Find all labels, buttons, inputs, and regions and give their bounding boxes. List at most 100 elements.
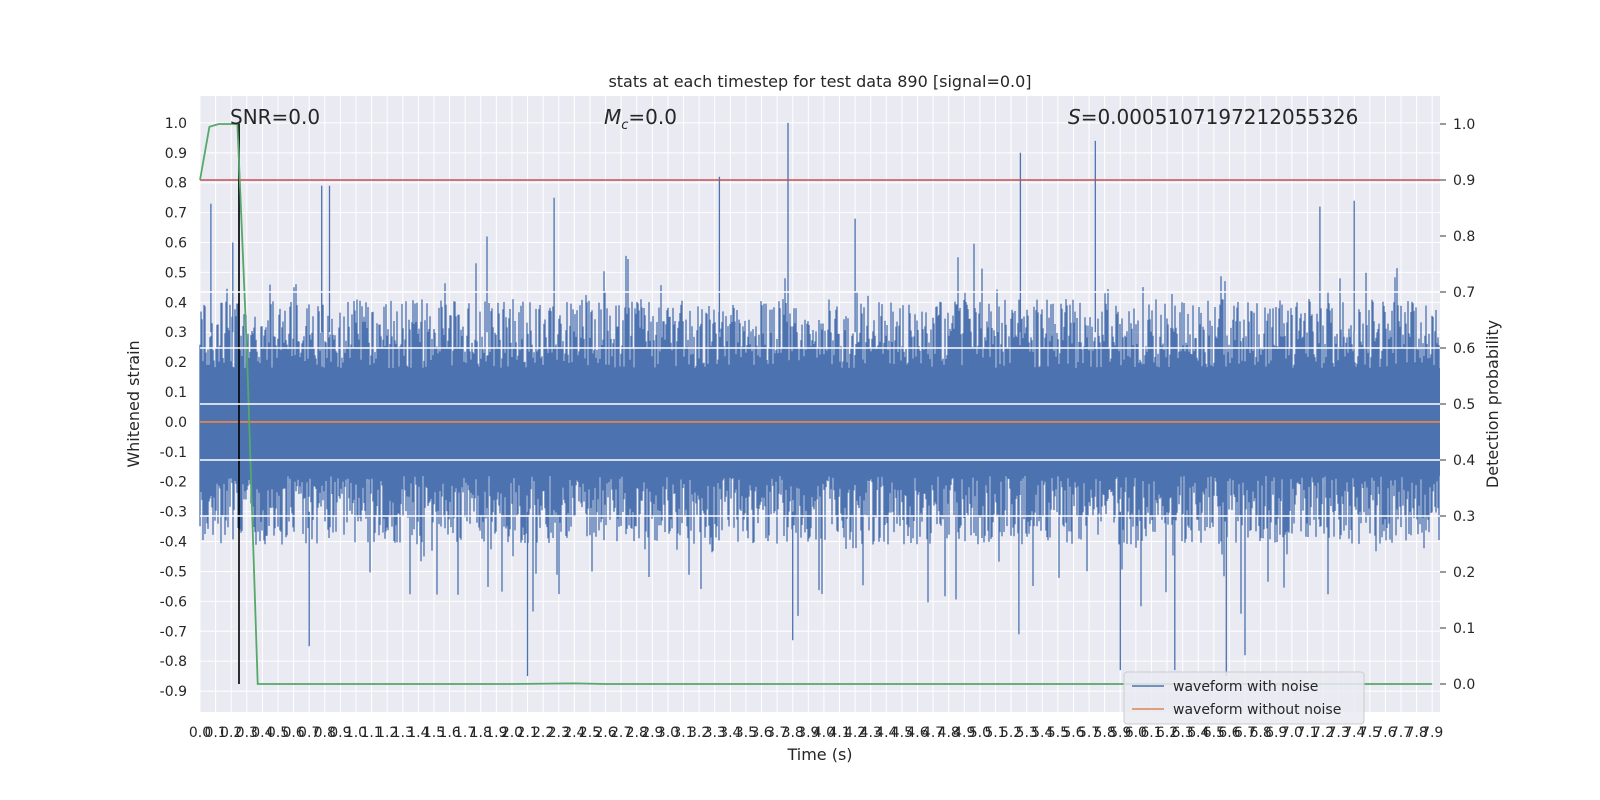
left-y-tick-label: 0.2 <box>165 355 187 371</box>
x-tick-label: 3.7 <box>766 725 788 741</box>
x-tick-label: 6.7 <box>1234 725 1256 741</box>
x-tick-label: 7.7 <box>1390 725 1412 741</box>
x-tick-label: 2.4 <box>563 725 585 741</box>
x-tick-label: 6.9 <box>1265 725 1287 741</box>
x-tick-label: 3.5 <box>735 725 757 741</box>
legend: waveform with noise waveform without noi… <box>1123 671 1365 725</box>
right-y-tick-label: 0.6 <box>1453 341 1475 357</box>
left-y-tick-label: 0.9 <box>165 146 187 162</box>
x-tick-label: 1.5 <box>423 725 445 741</box>
x-tick-label: 7.2 <box>1312 725 1334 741</box>
x-tick-label: 0.5 <box>267 725 289 741</box>
x-tick-label: 1.1 <box>360 725 382 741</box>
left-y-tick-label: 1.0 <box>165 116 187 132</box>
x-tick-label: 4.9 <box>953 725 975 741</box>
x-tick-label: 6.8 <box>1249 725 1271 741</box>
chart-title: stats at each timestep for test data 890… <box>608 72 1031 91</box>
x-tick-label: 7.8 <box>1405 725 1427 741</box>
x-tick-label: 0.3 <box>236 725 258 741</box>
x-tick-label: 5.3 <box>1016 725 1038 741</box>
left-y-tick-label: 0.0 <box>165 415 187 431</box>
chirp-mass-annotation: Mc=0.0 <box>604 105 677 133</box>
x-tick-label: 6.5 <box>1203 725 1225 741</box>
x-tick-label: 5.4 <box>1031 725 1053 741</box>
x-tick-label: 7.9 <box>1421 725 1443 741</box>
s-statistic-value: =0.0005107197212055326 <box>1081 105 1359 129</box>
x-tick-label: 4.8 <box>938 725 960 741</box>
x-tick-label: 0.7 <box>298 725 320 741</box>
x-tick-label: 3.6 <box>750 725 772 741</box>
x-tick-label: 3.8 <box>782 725 804 741</box>
x-tick-label: 7.4 <box>1343 725 1365 741</box>
x-tick-label: 5.0 <box>969 725 991 741</box>
left-y-tick-label: -0.3 <box>160 505 187 521</box>
x-tick-label: 2.2 <box>532 725 554 741</box>
right-y-tick-label: 0.5 <box>1453 397 1475 413</box>
right-y-tick-label: 0.1 <box>1453 621 1475 637</box>
x-tick-label: 2.7 <box>610 725 632 741</box>
x-tick-label: 7.5 <box>1359 725 1381 741</box>
x-tick-label: 0.0 <box>189 725 211 741</box>
x-tick-label: 3.1 <box>672 725 694 741</box>
x-tick-label: 4.1 <box>828 725 850 741</box>
left-y-axis-label: Whitened strain <box>124 340 143 467</box>
left-y-tick-label: 0.7 <box>165 206 187 222</box>
x-tick-label: 2.0 <box>501 725 523 741</box>
x-tick-label: 6.2 <box>1156 725 1178 741</box>
x-tick-label: 5.1 <box>984 725 1006 741</box>
x-tick-label: 2.5 <box>579 725 601 741</box>
x-tick-label: 7.1 <box>1296 725 1318 741</box>
x-tick-label: 5.5 <box>1047 725 1069 741</box>
legend-label-noisy: waveform with noise <box>1173 679 1318 695</box>
x-tick-label: 1.3 <box>392 725 414 741</box>
x-tick-label: 4.5 <box>891 725 913 741</box>
left-y-tick-label: -0.9 <box>160 684 187 700</box>
snr-annotation: SNR=0.0 <box>230 105 320 129</box>
x-tick-label: 1.8 <box>470 725 492 741</box>
x-tick-label: 0.8 <box>314 725 336 741</box>
x-tick-label: 0.4 <box>251 725 273 741</box>
detection-probability-line <box>199 123 1433 685</box>
left-y-tick-label: 0.5 <box>165 265 187 281</box>
x-tick-label: 7.0 <box>1281 725 1303 741</box>
left-y-tick-label: -0.6 <box>160 594 187 610</box>
x-tick-label: 5.6 <box>1062 725 1084 741</box>
x-tick-label: 0.6 <box>282 725 304 741</box>
x-tick-label: 4.7 <box>922 725 944 741</box>
x-tick-label: 3.2 <box>688 725 710 741</box>
s-statistic-symbol: S <box>1068 105 1081 129</box>
x-tick-label: 1.2 <box>376 725 398 741</box>
x-tick-label: 6.6 <box>1218 725 1240 741</box>
x-tick-label: 4.4 <box>875 725 897 741</box>
x-tick-label: 0.1 <box>204 725 226 741</box>
left-y-tick-label: 0.8 <box>165 176 187 192</box>
left-y-tick-label: 0.3 <box>165 325 187 341</box>
right-y-tick-label: 0.7 <box>1453 285 1475 301</box>
right-y-tick-label: 0.4 <box>1453 453 1475 469</box>
x-tick-label: 6.1 <box>1140 725 1162 741</box>
x-tick-label: 3.3 <box>704 725 726 741</box>
x-tick-label: 1.6 <box>438 725 460 741</box>
x-tick-label: 3.9 <box>797 725 819 741</box>
x-tick-label: 5.8 <box>1094 725 1116 741</box>
x-tick-label: 3.4 <box>719 725 741 741</box>
x-tick-label: 3.0 <box>657 725 679 741</box>
right-y-tick-label: 0.9 <box>1453 173 1475 189</box>
left-y-tick-label: -0.1 <box>160 445 187 461</box>
right-y-tick-label: 0.0 <box>1453 677 1475 693</box>
left-y-tick-label: -0.5 <box>160 564 187 580</box>
left-y-tick-label: -0.8 <box>160 654 187 670</box>
x-tick-label: 4.2 <box>844 725 866 741</box>
left-y-tick-label: 0.4 <box>165 295 187 311</box>
x-tick-label: 4.6 <box>906 725 928 741</box>
right-y-tick-label: 0.2 <box>1453 565 1475 581</box>
left-y-tick-label: 0.1 <box>165 385 187 401</box>
x-tick-label: 2.1 <box>516 725 538 741</box>
x-tick-label: 1.0 <box>345 725 367 741</box>
x-tick-label: 2.6 <box>594 725 616 741</box>
chirp-mass-value: =0.0 <box>628 105 677 129</box>
x-tick-label: 5.2 <box>1000 725 1022 741</box>
x-tick-label: 5.7 <box>1078 725 1100 741</box>
right-y-tick-label: 0.8 <box>1453 229 1475 245</box>
